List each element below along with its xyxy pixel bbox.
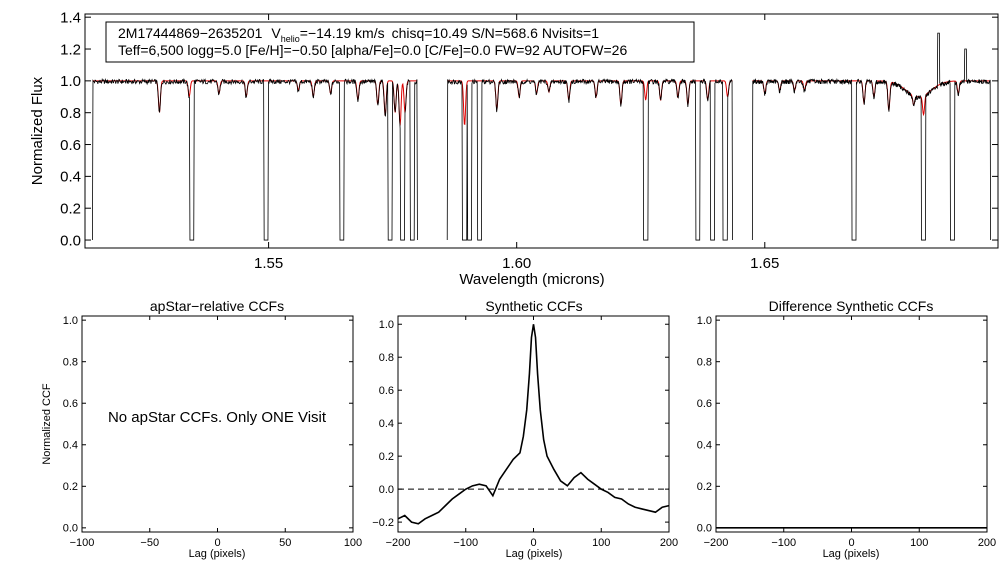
observed-spectrum-series <box>92 32 991 241</box>
spectrum-x-ticks: 1.55 1.60 1.65 0.0 0.2 0.4 0.6 0.8 1.0 1.2 1.4 <box>60 9 998 272</box>
x-tick-label: 1.65 <box>750 255 779 272</box>
spectrum-y-axis-label: Normalized Flux <box>29 76 46 185</box>
apstar-ccf-ticks: −100 −50 0 50 100 0.0 0.2 0.4 0.6 0.8 1.0 <box>63 315 362 549</box>
spectrum-plot-frame <box>84 13 999 249</box>
y-tick-label: 0.2 <box>60 200 81 217</box>
x-tick-label: 1.60 <box>502 255 531 272</box>
y-tick-label: 1.0 <box>379 319 394 331</box>
x-tick-label: 100 <box>344 537 362 549</box>
x-tick-label: 0 <box>214 537 220 549</box>
x-tick-label: −100 <box>70 537 95 549</box>
synthetic-ccf-x-axis-label: Lag (pixels) <box>506 548 563 560</box>
apstar-ccf-panel: apStar−relative CCFs −100 −50 0 50 100 0.0 0.2… <box>41 298 362 560</box>
x-tick-label: −100 <box>453 537 478 549</box>
y-tick-label: 0.4 <box>60 169 81 186</box>
stellar-parameters: Teff=6,500 logg=5.0 [Fe/H]=−0.50 [alpha/… <box>118 42 627 58</box>
y-tick-label: 0.6 <box>697 398 712 410</box>
y-tick-label: 0.0 <box>63 523 78 535</box>
x-tick-label: −200 <box>704 537 729 549</box>
synthetic-ccf-frame <box>397 315 670 533</box>
annotation-frame <box>105 21 695 63</box>
vhelio-symbol: V <box>271 25 281 41</box>
y-tick-label: 0.8 <box>63 357 78 369</box>
model-spectrum-chip-1 <box>92 80 418 126</box>
y-tick-label: 1.4 <box>60 9 81 26</box>
vhelio-value: =−14.19 km/s <box>300 25 385 41</box>
y-tick-label: 0.0 <box>379 484 394 496</box>
y-tick-label: 0.8 <box>60 105 81 122</box>
x-tick-label: 100 <box>910 537 928 549</box>
y-tick-label: 0.4 <box>63 440 78 452</box>
y-tick-label: 0.4 <box>697 440 712 452</box>
observed-spectrum-chip-3 <box>751 32 991 241</box>
y-tick-label: 0.2 <box>697 481 712 493</box>
synthetic-ccf-ticks: −200 −100 0 100 200 −0.2 0.0 0.2 0.4 0.6 0.8 1.0 <box>372 316 678 549</box>
y-tick-label: 1.0 <box>60 73 81 90</box>
difference-ccf-frame <box>715 315 988 533</box>
y-tick-label: 1.2 <box>60 41 81 58</box>
apstar-ccf-title: apStar−relative CCFs <box>150 298 284 314</box>
y-tick-label: 0.0 <box>697 523 712 535</box>
y-tick-label: 1.0 <box>63 315 78 327</box>
difference-ccf-panel: Difference Synthetic CCFs −200 −100 0 100 20… <box>697 298 996 560</box>
x-tick-label: −200 <box>386 537 411 549</box>
vhelio-subscript: helio <box>281 34 300 44</box>
model-spectrum-series <box>92 80 991 126</box>
y-tick-label: 0.6 <box>60 137 81 154</box>
spectrum-panel: 1.55 1.60 1.65 0.0 0.2 0.4 0.6 0.8 1.0 1.2 1.4 Wav… <box>29 9 999 288</box>
fit-statistics: chisq=10.49 S/N=568.6 Nvisits=1 <box>392 25 600 41</box>
y-tick-label: 0.8 <box>697 357 712 369</box>
x-tick-label: 200 <box>978 537 996 549</box>
y-tick-label: 0.6 <box>63 398 78 410</box>
y-tick-label: 1.0 <box>697 315 712 327</box>
y-tick-label: 0.2 <box>63 481 78 493</box>
y-tick-label: 0.8 <box>379 352 394 364</box>
x-tick-label: 200 <box>660 537 678 549</box>
observed-spectrum-chip-2 <box>446 78 733 241</box>
apstar-ccf-y-axis-label: Normalized CCF <box>41 383 53 465</box>
x-tick-label: 100 <box>592 537 610 549</box>
y-tick-label: 0.2 <box>379 451 394 463</box>
spectrum-x-axis-label: Wavelength (microns) <box>459 271 604 288</box>
synthetic-ccf-series <box>397 324 670 525</box>
y-tick-label: 0.6 <box>379 385 394 397</box>
difference-ccf-x-axis-label: Lag (pixels) <box>823 548 880 560</box>
observed-spectrum-chip-1 <box>92 77 418 241</box>
apstar-ccf-x-axis-label: Lag (pixels) <box>189 548 246 560</box>
x-tick-label: 1.55 <box>254 255 283 272</box>
star-id: 2M17444869−2635201 <box>118 25 263 41</box>
x-tick-label: −50 <box>140 537 159 549</box>
y-tick-label: −0.2 <box>372 517 394 529</box>
synthetic-ccf-line <box>397 324 670 525</box>
spectrum-annotation-box: 2M17444869−2635201 Vhelio=−14.19 km/s chis… <box>105 21 695 63</box>
no-ccf-message: No apStar CCFs. Only ONE Visit <box>108 409 327 426</box>
synthetic-ccf-panel: Synthetic CCFs −200 −100 0 100 200 −0.2 0.0 0.2… <box>372 298 678 560</box>
x-tick-label: 0 <box>530 537 536 549</box>
x-tick-label: 0 <box>848 537 854 549</box>
x-tick-label: 50 <box>279 537 291 549</box>
difference-ccf-title: Difference Synthetic CCFs <box>769 298 934 314</box>
difference-ccf-ticks: −200 −100 0 100 200 0.0 0.2 0.4 0.6 0.8 1.0 <box>697 315 996 549</box>
y-tick-label: 0.4 <box>379 418 394 430</box>
y-tick-label: 0.0 <box>60 232 81 249</box>
annotation-line-1: 2M17444869−2635201 Vhelio=−14.19 km/s chis… <box>118 25 599 44</box>
synthetic-ccf-title: Synthetic CCFs <box>485 298 582 314</box>
x-tick-label: −100 <box>771 537 796 549</box>
